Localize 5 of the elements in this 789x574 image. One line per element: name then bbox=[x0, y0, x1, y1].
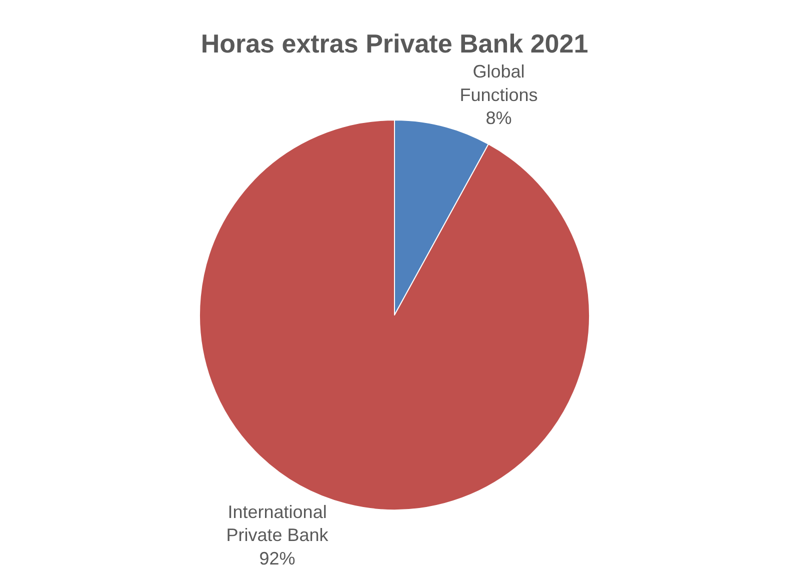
chart-title: Horas extras Private Bank 2021 bbox=[200, 28, 588, 59]
slice-label: Global Functions bbox=[460, 61, 538, 105]
slice-label: International Private Bank bbox=[226, 502, 330, 546]
data-label: 92% bbox=[259, 548, 296, 569]
data-label: 8% bbox=[486, 108, 512, 128]
